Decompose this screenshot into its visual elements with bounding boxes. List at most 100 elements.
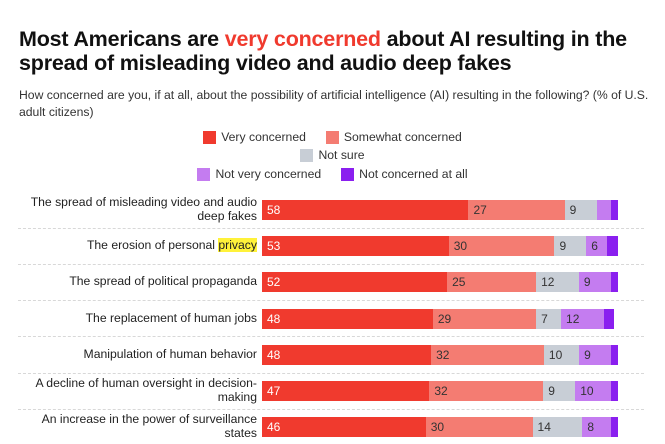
- bar-stack: 48 29 7 12: [262, 308, 618, 329]
- bar-segment-very: 47: [262, 381, 430, 401]
- data-label: 29: [437, 311, 452, 326]
- legend-item-notsure: Not sure: [300, 148, 365, 162]
- bar-segment-notsure: 9: [564, 200, 597, 220]
- bar-segment-notatall: [610, 417, 618, 438]
- bar-segment-notvery: 9: [579, 344, 611, 365]
- row-divider: [18, 227, 644, 229]
- data-label: 27: [473, 203, 487, 217]
- bar-segment-notvery: 12: [561, 308, 604, 329]
- bar-segment-very: 52: [262, 272, 448, 293]
- bar-segment-notsure: 10: [543, 344, 580, 365]
- bar-segment-notvery: 9: [578, 272, 611, 293]
- data-label: 25: [452, 275, 466, 290]
- data-label: 48: [267, 347, 281, 362]
- bar-segment-somewhat: 25: [447, 272, 537, 293]
- row-divider: [18, 372, 644, 374]
- category-label: The replacement of human jobs: [85, 310, 257, 325]
- bar-segment-notatall: [610, 381, 618, 401]
- bar-segment-notvery: 10: [575, 381, 611, 401]
- legend-swatch-somewhat: [325, 130, 339, 144]
- bar-stack: 46 30 14 8: [262, 417, 618, 438]
- bar-segment-notsure: 7: [536, 308, 562, 329]
- bar-segment-notsure: 9: [554, 236, 587, 257]
- row-divider: [18, 263, 644, 265]
- bar-segment-notvery: 6: [586, 236, 608, 257]
- data-label: 32: [436, 347, 450, 362]
- data-label: 12: [541, 275, 555, 290]
- bar-segment-somewhat: 30: [448, 236, 555, 257]
- title-highlight: very concerned: [224, 27, 381, 51]
- bar-segment-notatall: [603, 308, 615, 329]
- row-divider: [18, 300, 644, 302]
- bar-segment-notsure: 9: [543, 381, 576, 401]
- bar-row: A decline of human oversight in decision…: [0, 372, 665, 408]
- bar-row: Manipulation of human behavior 48 32 10 9: [0, 336, 665, 372]
- legend-row-3: Not very concerned Not concerned at all: [0, 167, 665, 181]
- data-label: 30: [453, 239, 468, 254]
- category-label: An increase in the power of surveillance…: [41, 412, 257, 441]
- category-label: Manipulation of human behavior: [83, 346, 257, 361]
- bar-segment-notatall: [610, 344, 618, 365]
- legend-label-somewhat: Somewhat concerned: [343, 130, 462, 144]
- bar-segment-very: 48: [262, 308, 433, 329]
- title-part-2: about AI resulting in the spread of misl…: [19, 27, 627, 75]
- category-label: The spread of misleading video and audio…: [30, 195, 257, 223]
- legend-label-very: Very concerned: [221, 130, 306, 144]
- data-label: 9: [584, 347, 591, 362]
- bar-segment-somewhat: 32: [431, 344, 544, 365]
- bar-row: The erosion of personal privacy 53 30 9 6: [0, 227, 665, 263]
- data-label: 10: [580, 384, 594, 398]
- data-label: 52: [267, 275, 281, 290]
- bar-stack: 47 32 9 10: [262, 381, 618, 401]
- data-label: 8: [587, 420, 595, 435]
- bar-segment-notatall: [607, 236, 618, 257]
- bar-row: The replacement of human jobs 48 29 7 12: [0, 300, 665, 336]
- data-label: 53: [267, 239, 281, 254]
- bar-segment-notsure: 12: [536, 272, 579, 293]
- data-label: 6: [591, 239, 598, 254]
- legend-swatch-notsure: [300, 148, 314, 162]
- data-label: 12: [566, 311, 580, 326]
- data-label: 9: [548, 384, 555, 398]
- legend-item-very: Very concerned: [203, 130, 306, 144]
- data-label: 9: [583, 275, 591, 290]
- bar-segment-very: 58: [262, 200, 469, 220]
- bar-segment-very: 48: [262, 344, 432, 365]
- bar-segment-somewhat: 30: [425, 417, 533, 438]
- bar-segment-somewhat: 32: [429, 381, 544, 401]
- legend-label-notatall: Not concerned at all: [359, 167, 468, 181]
- bar-segment-notvery: [596, 200, 611, 220]
- category-label: A decline of human oversight in decision…: [35, 376, 257, 404]
- bar-segment-very: 53: [262, 236, 449, 257]
- data-label: 7: [541, 311, 548, 326]
- bar-stack: 52 25 12 9: [262, 272, 618, 293]
- data-label: 9: [569, 203, 577, 217]
- category-label: The spread of political propaganda: [69, 274, 257, 289]
- legend-swatch-notatall: [341, 167, 355, 181]
- bar-row: The spread of political propaganda 52 25 12…: [0, 263, 665, 299]
- data-label: 58: [267, 203, 281, 217]
- bar-stack: 48 32 10 9: [262, 344, 618, 365]
- bar-segment-somewhat: 27: [468, 200, 565, 220]
- category-label: The erosion of personal privacy: [86, 238, 257, 253]
- legend-label-notvery: Not very concerned: [215, 167, 322, 181]
- legend-label-notsure: Not sure: [318, 148, 365, 162]
- bar-segment-notatall: [610, 200, 618, 220]
- bar-segment-notatall: [610, 272, 618, 293]
- data-label: 47: [267, 384, 281, 398]
- data-label: 30: [430, 420, 445, 435]
- legend-item-somewhat: Somewhat concerned: [325, 130, 462, 144]
- legend-item-notvery: Not very concerned: [197, 167, 321, 181]
- data-label: 48: [267, 311, 281, 326]
- legend-row-1: Very concerned Somewhat concerned: [0, 130, 665, 144]
- data-label: 9: [559, 239, 567, 254]
- legend-swatch-very: [203, 130, 217, 144]
- bar-row: The spread of misleading video and audio…: [0, 191, 665, 227]
- chart-subtitle: How concerned are you, if at all, about …: [19, 88, 649, 119]
- title-part-1: Most Americans are: [19, 27, 225, 51]
- chart-title: Most Americans are very concerned about …: [19, 27, 649, 75]
- highlighted-word: privacy: [218, 238, 257, 253]
- bar-stack: 58 27 9: [262, 200, 618, 220]
- legend-row-2: Not sure: [0, 148, 665, 162]
- row-divider: [18, 336, 644, 338]
